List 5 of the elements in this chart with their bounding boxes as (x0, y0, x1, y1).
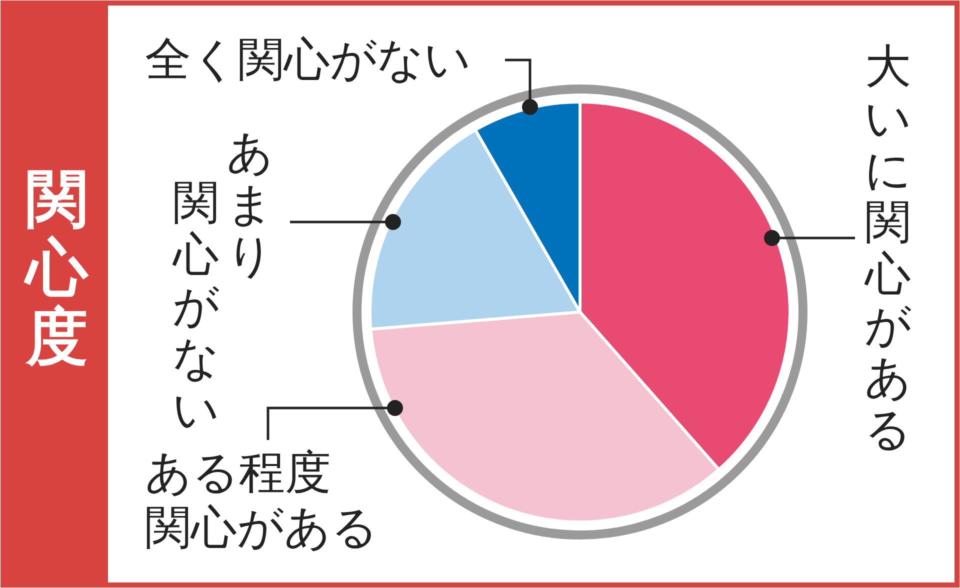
text: 関心度 (23, 165, 89, 372)
slice-label: 大いに関心がある (864, 40, 912, 455)
slice-label: あまり関心がない (172, 126, 274, 436)
slice-label: 全く関心がない (145, 33, 471, 85)
slice-label: ある程度関心がある (145, 446, 378, 553)
